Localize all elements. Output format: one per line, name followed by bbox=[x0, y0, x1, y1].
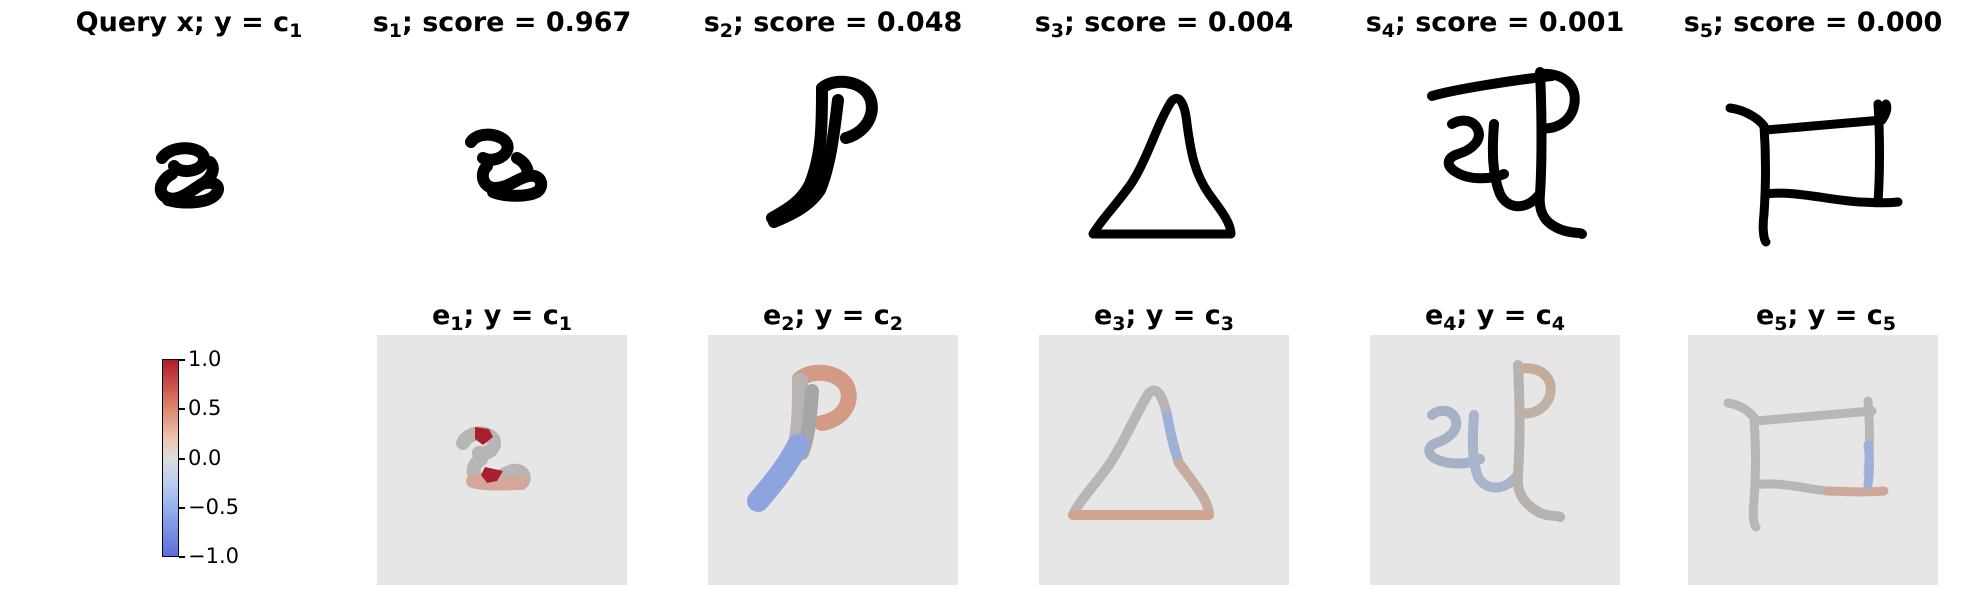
support-glyph-1-image bbox=[399, 54, 649, 304]
support-title-5: s5; score = 0.000 bbox=[1683, 7, 1943, 43]
explanation-heatmap-2 bbox=[708, 335, 958, 585]
colorbar-tick bbox=[179, 556, 185, 558]
colorbar-tick bbox=[179, 507, 185, 509]
support-title-2: s2; score = 0.048 bbox=[703, 7, 963, 43]
explanation-title-1: e1; y = c1 bbox=[431, 300, 572, 336]
colorbar-tick-label: −0.5 bbox=[188, 495, 239, 519]
support-title-4: s4; score = 0.001 bbox=[1365, 7, 1625, 43]
support-glyph-3-image bbox=[1061, 54, 1311, 304]
support-glyph-4-image bbox=[1392, 54, 1642, 304]
explanation-heatmap-1 bbox=[377, 335, 627, 585]
support-glyph-5-image bbox=[1710, 54, 1960, 304]
explanation-heatmap-3 bbox=[1039, 335, 1289, 585]
support-glyph-2-image bbox=[730, 54, 980, 304]
colorbar bbox=[162, 359, 179, 557]
colorbar-tick-label: 0.0 bbox=[188, 446, 222, 470]
colorbar-tick bbox=[179, 458, 185, 460]
explanation-heatmap-5 bbox=[1688, 335, 1938, 585]
support-title-3: s3; score = 0.004 bbox=[1034, 7, 1294, 43]
colorbar-tick-label: −1.0 bbox=[188, 544, 239, 568]
query-title: Query x; y = c1 bbox=[75, 7, 303, 43]
explanation-title-4: e4; y = c4 bbox=[1424, 300, 1565, 336]
colorbar-tick-label: 0.5 bbox=[188, 396, 222, 420]
explanation-title-2: e2; y = c2 bbox=[762, 300, 903, 336]
query-glyph-image bbox=[64, 54, 314, 304]
colorbar-tick bbox=[179, 359, 185, 361]
colorbar-tick bbox=[179, 408, 185, 410]
support-title-1: s1; score = 0.967 bbox=[372, 7, 632, 43]
explanation-title-5: e5; y = c5 bbox=[1755, 300, 1896, 336]
explanation-heatmap-4 bbox=[1370, 335, 1620, 585]
explanation-title-3: e3; y = c3 bbox=[1093, 300, 1234, 336]
colorbar-tick-label: 1.0 bbox=[188, 347, 222, 371]
